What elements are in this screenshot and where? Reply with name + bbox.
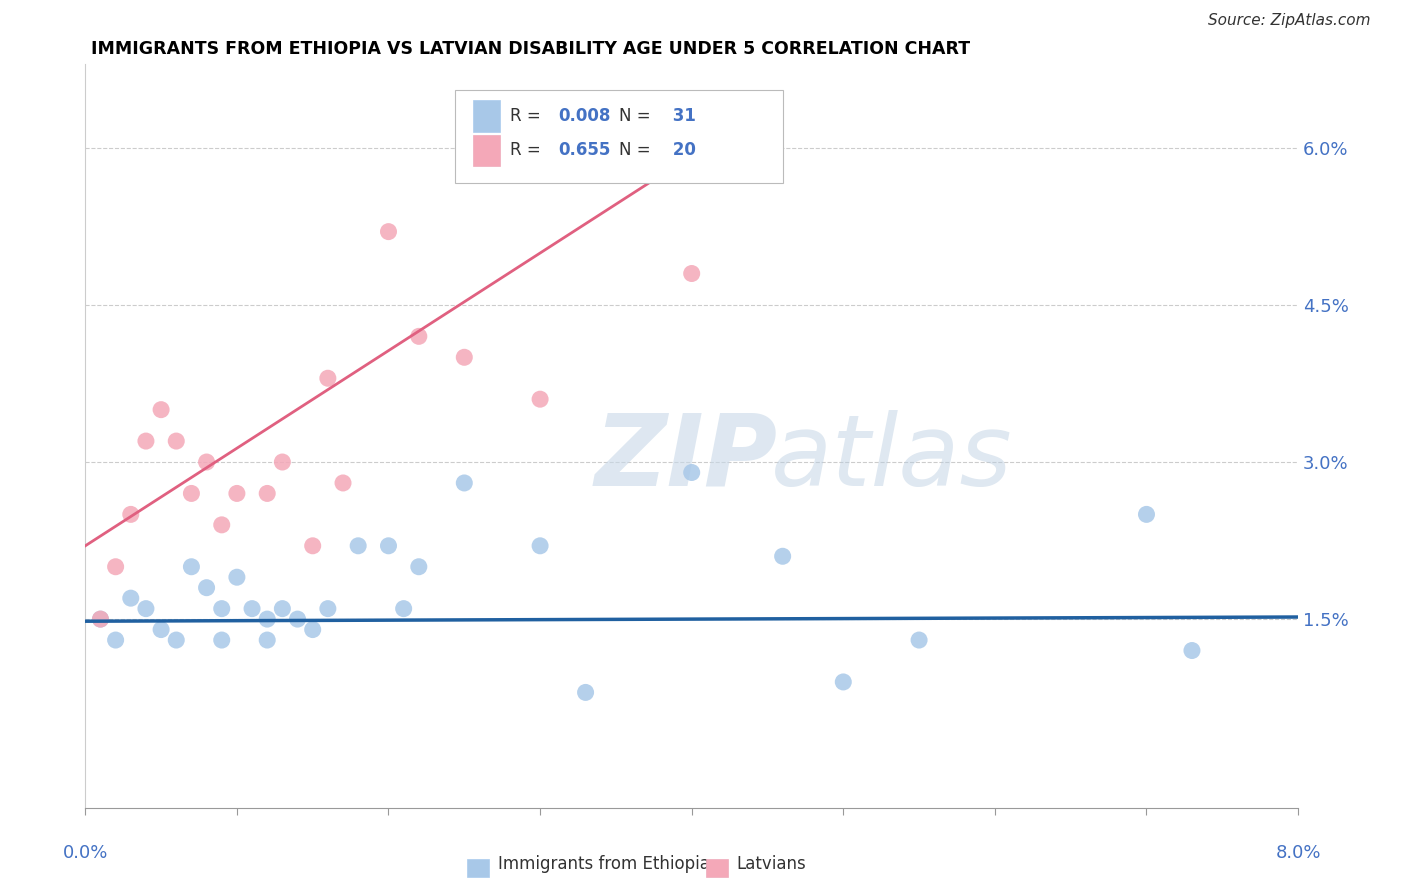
Point [135,434,157,448]
Point [271,455,294,469]
Point [908,633,931,648]
Point [1135,508,1157,522]
FancyBboxPatch shape [474,135,501,166]
Text: 0.655: 0.655 [558,141,610,160]
Point [256,633,278,648]
Point [681,466,703,480]
Point [347,539,370,553]
Point [89,612,111,626]
FancyBboxPatch shape [474,101,501,132]
Point [301,539,323,553]
Point [195,455,218,469]
Text: Latvians: Latvians [737,855,807,872]
Point [574,685,596,699]
Point [287,612,309,626]
Point [104,559,127,574]
Text: N =: N = [619,141,655,160]
Text: 0.008: 0.008 [558,107,610,125]
Point [240,601,263,615]
Point [256,612,278,626]
Point [211,633,233,648]
Point [301,623,323,637]
Point [453,351,475,365]
Point [225,570,247,584]
Text: Immigrants from Ethiopia: Immigrants from Ethiopia [498,855,710,872]
Point [316,371,339,385]
Text: R =: R = [510,107,546,125]
Point [332,475,354,490]
Point [316,601,339,615]
Point [392,601,415,615]
Point [377,225,399,239]
Point [408,559,430,574]
Text: 0.0%: 0.0% [63,844,108,862]
Text: atlas: atlas [770,409,1012,507]
Point [211,601,233,615]
Point [1181,643,1204,657]
Text: IMMIGRANTS FROM ETHIOPIA VS LATVIAN DISABILITY AGE UNDER 5 CORRELATION CHART: IMMIGRANTS FROM ETHIOPIA VS LATVIAN DISA… [91,40,970,58]
Point [120,508,142,522]
Text: ZIP: ZIP [595,409,778,507]
Point [529,539,551,553]
Point [104,633,127,648]
Point [89,612,111,626]
Text: R =: R = [510,141,546,160]
Point [772,549,794,564]
Text: Source: ZipAtlas.com: Source: ZipAtlas.com [1208,13,1371,28]
Point [211,517,233,532]
Point [256,486,278,500]
Point [180,559,202,574]
Point [408,329,430,343]
Point [165,633,187,648]
Point [135,601,157,615]
Point [180,486,202,500]
Text: N =: N = [619,107,655,125]
Point [150,623,173,637]
Point [832,675,855,690]
Point [150,402,173,417]
Point [681,267,703,281]
Text: 20: 20 [668,141,696,160]
Point [120,591,142,606]
Point [529,392,551,407]
Point [453,475,475,490]
Text: 8.0%: 8.0% [1275,844,1320,862]
FancyBboxPatch shape [456,90,783,183]
Text: 31: 31 [668,107,696,125]
Point [165,434,187,448]
Point [225,486,247,500]
Point [195,581,218,595]
Point [271,601,294,615]
Point [377,539,399,553]
